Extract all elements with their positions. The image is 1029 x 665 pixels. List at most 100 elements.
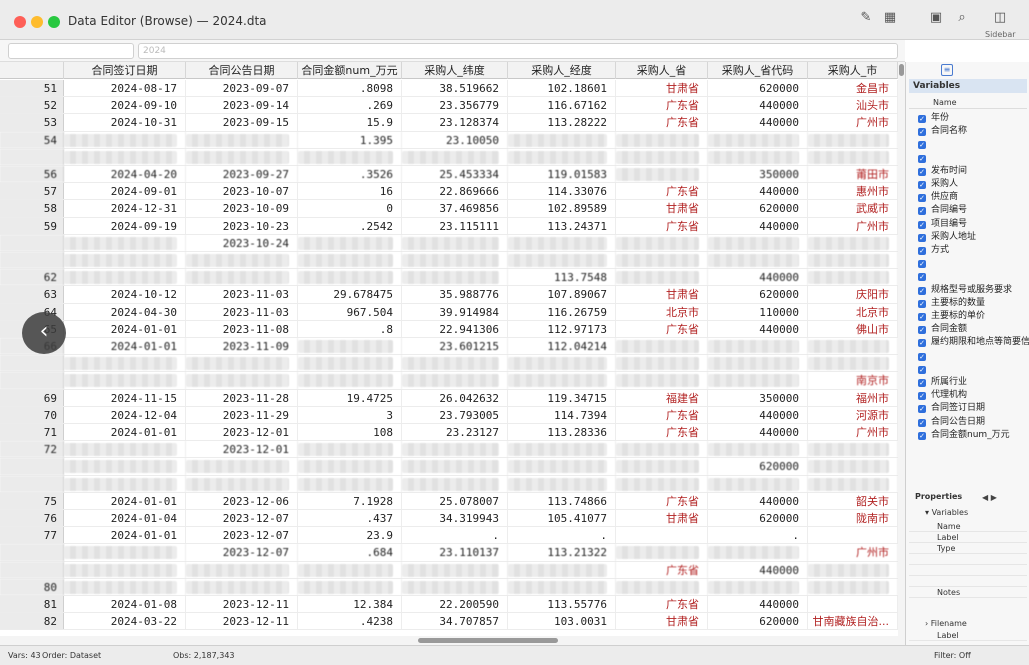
table-cell[interactable] xyxy=(64,561,186,578)
table-cell[interactable]: 2023-12-01 xyxy=(186,424,298,441)
table-cell[interactable] xyxy=(298,338,402,355)
table-cell[interactable]: 7.1928 xyxy=(298,492,402,509)
table-cell[interactable]: 2023-11-28 xyxy=(186,389,298,406)
checkbox-icon[interactable]: ✓ xyxy=(918,339,926,348)
table-cell[interactable] xyxy=(616,269,708,286)
column-header[interactable]: 合同金额num_万元 xyxy=(298,62,402,79)
table-cell[interactable] xyxy=(708,441,808,458)
table-cell[interactable]: 广东省 xyxy=(616,183,708,200)
row-number[interactable] xyxy=(0,372,64,389)
table-cell[interactable]: 23.793005 xyxy=(402,406,508,423)
table-cell[interactable]: 汕头市 xyxy=(808,97,898,114)
table-cell[interactable]: 甘肃省 xyxy=(616,510,708,527)
table-cell[interactable] xyxy=(186,578,298,595)
table-cell[interactable]: 440000 xyxy=(708,114,808,131)
property-row[interactable]: Type xyxy=(909,543,1027,554)
table-cell[interactable]: 甘肃省 xyxy=(616,200,708,217)
edit-icon[interactable]: ✎ xyxy=(860,10,872,25)
table-cell[interactable]: 2023-10-23 xyxy=(186,217,298,234)
table-row[interactable]: 51 2024-08-17 2023-09-07.8098 38.519662 102.… xyxy=(0,80,905,98)
table-cell[interactable] xyxy=(402,355,508,372)
table-cell[interactable]: 113.74866 xyxy=(508,492,616,509)
checkbox-icon[interactable]: ✓ xyxy=(918,405,926,414)
table-cell[interactable]: 25.078007 xyxy=(402,492,508,509)
table-cell[interactable] xyxy=(508,475,616,492)
row-number[interactable]: 57 xyxy=(0,183,64,200)
table-cell[interactable]: .8 xyxy=(298,320,402,337)
row-number[interactable]: 72 xyxy=(0,441,64,458)
table-cell[interactable]: 34.319943 xyxy=(402,510,508,527)
row-number[interactable] xyxy=(0,148,64,165)
table-cell[interactable]: 37.469856 xyxy=(402,200,508,217)
table-cell[interactable] xyxy=(616,578,708,595)
table-cell[interactable] xyxy=(64,355,186,372)
table-cell[interactable]: 2023-09-27 xyxy=(186,166,298,183)
table-row[interactable]: 76 2024-01-04 2023-12-07.437 34.319943 105.4… xyxy=(0,510,905,528)
table-cell[interactable] xyxy=(186,131,298,148)
column-header[interactable]: 采购人_纬度 xyxy=(402,62,508,79)
table-cell[interactable] xyxy=(186,252,298,269)
table-cell[interactable] xyxy=(402,458,508,475)
table-cell[interactable]: 110000 xyxy=(708,303,808,320)
table-cell[interactable]: 2024-03-22 xyxy=(64,613,186,630)
table-cell[interactable]: 22.869666 xyxy=(402,183,508,200)
row-number[interactable] xyxy=(0,561,64,578)
variable-list-item[interactable]: ✓ 采购人地址 xyxy=(918,231,976,244)
row-number[interactable]: 80 xyxy=(0,578,64,595)
table-cell[interactable] xyxy=(64,234,186,251)
table-cell[interactable]: 2024-01-04 xyxy=(64,510,186,527)
table-cell[interactable] xyxy=(298,269,402,286)
variable-list-item[interactable]: ✓ 合同公告日期 xyxy=(918,416,985,429)
table-cell[interactable]: 广州市 xyxy=(808,424,898,441)
checkbox-icon[interactable]: ✓ xyxy=(918,273,926,282)
checkbox-icon[interactable]: ✓ xyxy=(918,233,926,242)
table-cell[interactable]: 34.707857 xyxy=(402,613,508,630)
sidebar-icon[interactable]: ◫ xyxy=(993,10,1007,25)
table-row[interactable]: 77 2024-01-01 2023-12-07 23.9... xyxy=(0,527,905,545)
table-cell[interactable] xyxy=(186,148,298,165)
table-cell[interactable]: 2023-12-07 xyxy=(186,510,298,527)
table-row[interactable]: 80 xyxy=(0,578,905,596)
table-cell[interactable]: 广东省 xyxy=(616,97,708,114)
table-cell[interactable]: 2024-08-17 xyxy=(64,80,186,97)
checkbox-icon[interactable]: ✓ xyxy=(918,181,926,189)
table-row[interactable]: 59 2024-09-19 2023-10-23.2542 23.115111 113.… xyxy=(0,217,905,235)
variable-list-item[interactable]: ✓ 规格型号或服务要求 xyxy=(918,284,1012,297)
table-cell[interactable]: . xyxy=(508,527,616,544)
minimize-window-button[interactable] xyxy=(31,16,43,28)
table-cell[interactable] xyxy=(708,131,808,148)
close-window-button[interactable] xyxy=(14,16,26,28)
row-number[interactable] xyxy=(0,458,64,475)
table-row[interactable]: 81 2024-01-08 2023-12-11 12.384 22.200590 113… xyxy=(0,596,905,614)
property-row[interactable]: Name xyxy=(909,521,1027,532)
table-cell[interactable] xyxy=(402,578,508,595)
row-number[interactable]: 71 xyxy=(0,424,64,441)
column-header[interactable]: 采购人_省 xyxy=(616,62,708,79)
table-cell[interactable]: 102.89589 xyxy=(508,200,616,217)
checkbox-icon[interactable]: ✓ xyxy=(918,352,926,361)
table-cell[interactable] xyxy=(64,131,186,148)
table-cell[interactable]: 河源市 xyxy=(808,406,898,423)
table-cell[interactable] xyxy=(616,544,708,561)
table-cell[interactable] xyxy=(808,475,898,492)
table-row[interactable]: 75 2024-01-01 2023-12-06 7.1928 25.078007 113… xyxy=(0,492,905,510)
table-cell[interactable] xyxy=(402,234,508,251)
table-cell[interactable]: 2024-01-01 xyxy=(64,492,186,509)
table-cell[interactable] xyxy=(64,441,186,458)
table-cell[interactable]: 广州市 xyxy=(808,544,898,561)
variable-name-box[interactable] xyxy=(8,43,134,59)
table-row[interactable]: 71 2024-01-01 2023-12-01 108 23.23127 113.283… xyxy=(0,424,905,442)
checkbox-icon[interactable]: ✓ xyxy=(918,220,926,229)
table-cell[interactable] xyxy=(808,131,898,148)
table-cell[interactable]: . xyxy=(402,527,508,544)
table-cell[interactable] xyxy=(708,372,808,389)
table-cell[interactable]: 2023-09-07 xyxy=(186,80,298,97)
table-cell[interactable]: 23.356779 xyxy=(402,97,508,114)
table-cell[interactable] xyxy=(508,441,616,458)
variable-list-item[interactable]: ✓ 履约期限和地点等简要信息 xyxy=(918,336,1029,349)
table-cell[interactable] xyxy=(402,475,508,492)
checkbox-icon[interactable]: ✓ xyxy=(918,365,926,374)
table-row[interactable]: 2023-12-07.684 23.110137 113.21322 广州市 xyxy=(0,544,905,562)
row-number[interactable] xyxy=(0,475,64,492)
table-cell[interactable]: 2023-10-24 xyxy=(186,234,298,251)
